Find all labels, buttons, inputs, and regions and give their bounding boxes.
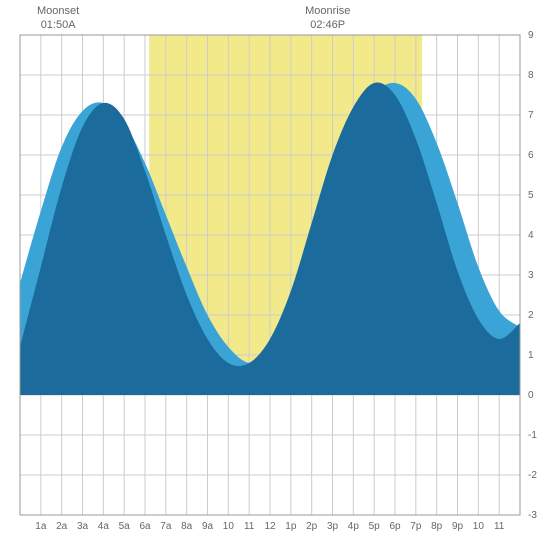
svg-text:6: 6 (528, 150, 534, 161)
svg-text:8: 8 (528, 70, 534, 81)
moonset-label: Moonset 01:50A (28, 4, 88, 33)
svg-text:8a: 8a (181, 521, 193, 532)
svg-text:4p: 4p (348, 521, 360, 532)
svg-text:4: 4 (528, 230, 534, 241)
svg-text:11: 11 (244, 521, 255, 532)
svg-text:-3: -3 (528, 510, 537, 521)
svg-text:2p: 2p (306, 521, 318, 532)
svg-text:1: 1 (528, 350, 534, 361)
svg-text:2: 2 (528, 310, 534, 321)
svg-text:10: 10 (473, 521, 485, 532)
moonset-title: Moonset (37, 5, 79, 17)
svg-text:4a: 4a (98, 521, 110, 532)
svg-text:8p: 8p (431, 521, 443, 532)
svg-text:0: 0 (528, 390, 534, 401)
moonrise-label: Moonrise 02:46P (298, 4, 358, 33)
svg-text:10: 10 (223, 521, 235, 532)
svg-text:3: 3 (528, 270, 534, 281)
svg-text:2a: 2a (56, 521, 68, 532)
svg-text:9a: 9a (202, 521, 214, 532)
svg-text:3a: 3a (77, 521, 89, 532)
moonset-time: 01:50A (41, 19, 76, 31)
svg-text:9p: 9p (452, 521, 464, 532)
moonrise-title: Moonrise (305, 5, 350, 17)
svg-text:12: 12 (264, 521, 276, 532)
svg-text:6a: 6a (139, 521, 151, 532)
svg-text:11: 11 (494, 521, 505, 532)
svg-text:7a: 7a (160, 521, 172, 532)
svg-text:1p: 1p (285, 521, 297, 532)
header-labels: Moonset 01:50A Moonrise 02:46P (0, 4, 550, 34)
svg-text:-1: -1 (528, 430, 537, 441)
svg-text:1a: 1a (35, 521, 47, 532)
chart-svg: 1a2a3a4a5a6a7a8a9a1011121p2p3p4p5p6p7p8p… (0, 0, 550, 550)
svg-text:7: 7 (528, 110, 534, 121)
svg-text:-2: -2 (528, 470, 537, 481)
svg-text:7p: 7p (410, 521, 422, 532)
svg-text:6p: 6p (389, 521, 401, 532)
svg-text:3p: 3p (327, 521, 339, 532)
svg-text:5a: 5a (119, 521, 131, 532)
svg-text:5p: 5p (369, 521, 381, 532)
svg-text:5: 5 (528, 190, 534, 201)
moonrise-time: 02:46P (310, 19, 345, 31)
tide-chart: Moonset 01:50A Moonrise 02:46P 1a 2a 3a 4a 5… (0, 0, 550, 550)
